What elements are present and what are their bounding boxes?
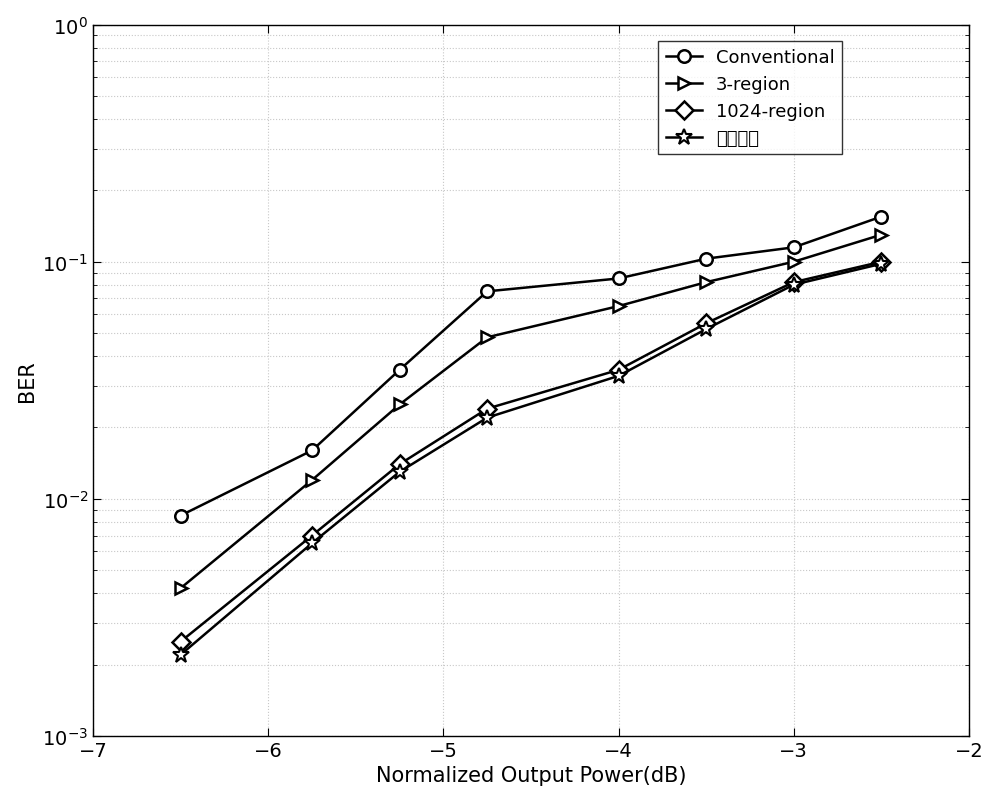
1024-region [788, 278, 800, 288]
Conventional [481, 287, 493, 297]
神经网络 [875, 260, 887, 269]
3-region [394, 400, 406, 410]
1024-region [481, 404, 493, 414]
1024-region [613, 366, 625, 375]
1024-region [875, 257, 887, 267]
3-region [306, 476, 318, 485]
神经网络 [306, 539, 318, 549]
Conventional [788, 243, 800, 253]
Legend: Conventional, 3-region, 1024-region, 神经网络: Conventional, 3-region, 1024-region, 神经网… [658, 42, 842, 155]
Y-axis label: BER: BER [17, 360, 37, 402]
3-region [481, 333, 493, 342]
3-region [788, 257, 800, 267]
Conventional [700, 254, 712, 264]
3-region [175, 584, 187, 593]
3-region [700, 278, 712, 288]
Conventional [875, 213, 887, 222]
神经网络 [788, 281, 800, 290]
神经网络 [394, 468, 406, 477]
Conventional [306, 446, 318, 456]
3-region [875, 231, 887, 241]
神经网络 [481, 413, 493, 423]
1024-region [394, 460, 406, 469]
Line: Conventional: Conventional [174, 211, 888, 522]
1024-region [306, 531, 318, 541]
X-axis label: Normalized Output Power(dB): Normalized Output Power(dB) [376, 765, 686, 785]
神经网络 [175, 650, 187, 660]
Conventional [613, 274, 625, 284]
Line: 3-region: 3-region [174, 229, 888, 594]
Conventional [175, 511, 187, 520]
Conventional [394, 366, 406, 375]
1024-region [700, 319, 712, 329]
1024-region [175, 637, 187, 646]
神经网络 [613, 371, 625, 381]
Line: 1024-region: 1024-region [174, 256, 888, 648]
Line: 神经网络: 神经网络 [172, 256, 890, 663]
神经网络 [700, 325, 712, 334]
3-region [613, 302, 625, 311]
